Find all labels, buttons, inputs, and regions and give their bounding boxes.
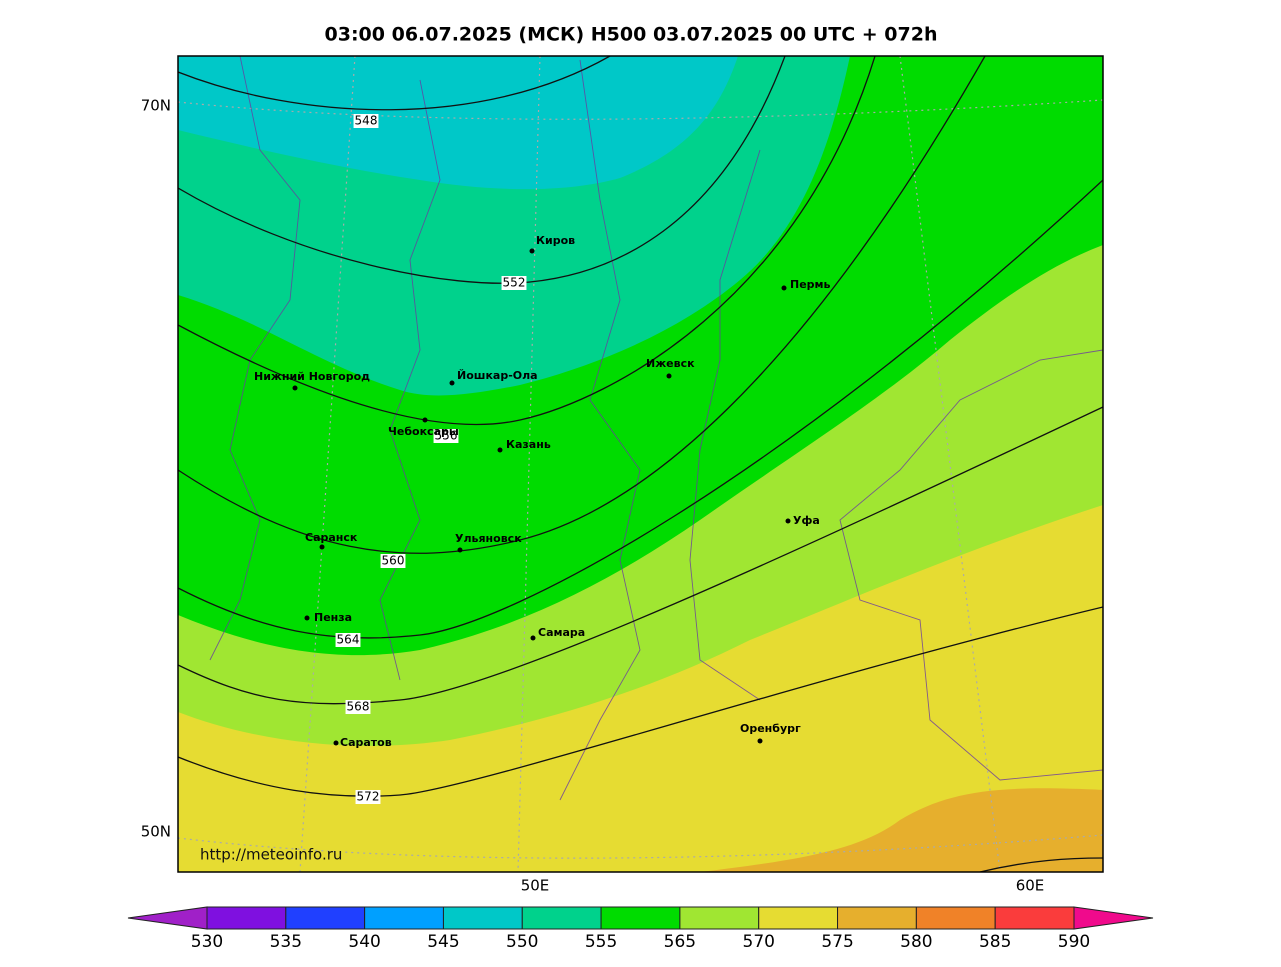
contour-label-box	[335, 633, 361, 647]
city-label: Саратов	[340, 736, 392, 749]
contour-label: 564	[337, 633, 360, 647]
colorbar-swatch	[915, 906, 996, 930]
colorbar-swatch	[994, 906, 1075, 930]
city-label: Ижевск	[646, 357, 695, 370]
contour-label-box	[380, 554, 406, 568]
borders	[209, 56, 1103, 801]
colorbar-label: 545	[427, 932, 459, 952]
colorbar-swatch	[837, 906, 917, 930]
city-dot	[497, 447, 503, 453]
city-dot	[449, 380, 455, 386]
graticule	[178, 56, 1103, 872]
contour-label: 548	[355, 114, 378, 128]
city-label: Йошкар-Ола	[457, 369, 538, 382]
contour-label: 552	[503, 276, 526, 290]
colorbar-swatch	[206, 906, 287, 930]
colorbar-label: 570	[743, 932, 775, 952]
colorbar-label: 575	[821, 932, 853, 952]
contour-label: 560	[382, 554, 405, 568]
colorbar-swatch	[758, 906, 839, 930]
colorbar-label: 550	[506, 932, 538, 952]
colorbar: 530 535 540 545 550 555 565 570 575 580 585 590	[127, 906, 1154, 952]
contour-label-box	[353, 114, 379, 128]
city-label: Пенза	[314, 611, 352, 624]
city-dot	[757, 738, 763, 744]
colorbar-label: 590	[1058, 932, 1090, 952]
contours	[178, 56, 1103, 872]
title: 03:00 06.07.2025 (МСК) H500 03.07.2025 0…	[325, 24, 938, 46]
lat-label: 70N	[141, 97, 171, 115]
city-label: Ульяновск	[455, 532, 522, 545]
city-label: Казань	[506, 438, 551, 451]
band-545-550	[178, 56, 738, 190]
city-label: Уфа	[793, 514, 820, 527]
city-label: Чебоксары	[388, 425, 459, 438]
city-label: Нижний Новгород	[254, 370, 370, 383]
contour-label-box	[355, 790, 381, 804]
city-dot	[785, 518, 791, 524]
colorbar-swatch	[364, 906, 444, 930]
city-label: Самара	[538, 626, 585, 639]
city-dot	[781, 285, 787, 291]
band-575-580	[700, 788, 1103, 872]
colorbar-label: 535	[270, 932, 302, 952]
city-dot	[666, 373, 672, 379]
map-frame	[177, 55, 1104, 873]
city-label: Пермь	[790, 278, 831, 291]
city-label: Оренбург	[740, 722, 801, 735]
contour-label: 568	[347, 700, 370, 714]
colorbar-swatch	[679, 906, 760, 930]
city-dot	[530, 635, 536, 641]
city-dot	[529, 248, 535, 254]
colorbar-arrow	[1073, 906, 1154, 930]
watermark: http://meteoinfo.ru	[200, 846, 342, 864]
city-dot	[333, 740, 339, 746]
lon-label: 60E	[1016, 877, 1045, 895]
colorbar-label: 555	[585, 932, 617, 952]
colorbar-label: 540	[348, 932, 380, 952]
city-label: Саранск	[305, 531, 358, 544]
colorbar-label: 565	[664, 932, 696, 952]
contour-labels: 548 552 556 560 564 568 572	[335, 114, 527, 804]
colorbar-swatch	[442, 906, 523, 930]
colorbar-swatch	[285, 906, 366, 930]
colorbar-label: 530	[191, 932, 223, 952]
city-dot	[422, 417, 428, 423]
colorbar-label: 580	[900, 932, 932, 952]
map-fill: 548 552 556 560 564 568 572 Киров Пермь Йошкар-О…	[178, 56, 1103, 872]
colorbar-swatch	[600, 906, 681, 930]
contour-label-box	[501, 276, 527, 290]
cities: Киров Пермь Йошкар-Ола Ижевск Нижний Новгоро…	[254, 234, 831, 749]
lon-label: 50E	[521, 877, 550, 895]
colorbar-label: 585	[979, 932, 1011, 952]
city-dot	[319, 544, 325, 550]
city-dot	[292, 385, 298, 391]
contour-label: 556	[435, 429, 458, 443]
city-dot	[304, 615, 310, 621]
contour-label-box	[433, 429, 459, 443]
contour-label-box	[345, 700, 371, 714]
city-dot	[457, 547, 463, 553]
city-label: Киров	[536, 234, 575, 247]
lat-label: 50N	[141, 823, 171, 841]
colorbar-arrow	[127, 906, 208, 930]
colorbar-swatch	[521, 906, 602, 930]
contour-label: 572	[357, 790, 380, 804]
